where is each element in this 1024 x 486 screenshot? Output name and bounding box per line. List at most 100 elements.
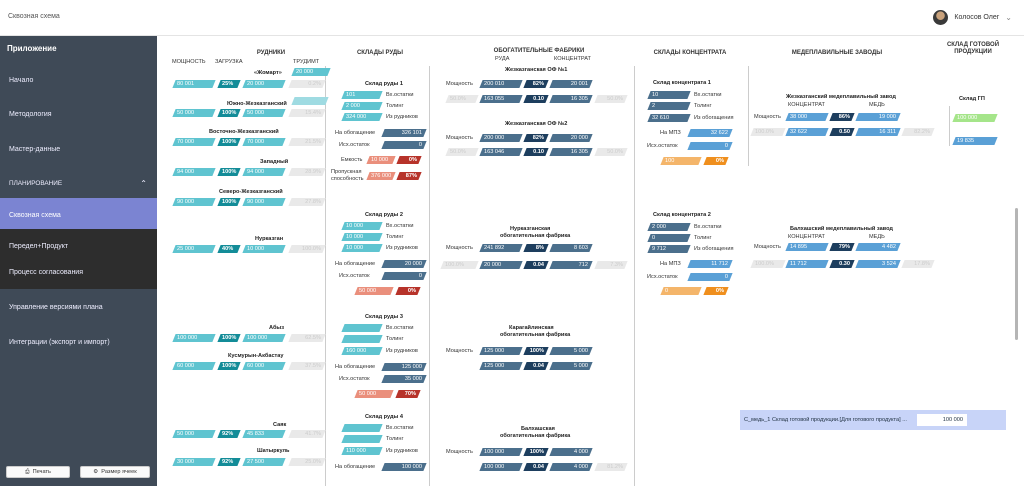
- mine-trudim[interactable]: 20 000: [291, 68, 331, 76]
- conc-capacity[interactable]: 0: [660, 287, 702, 295]
- smelter-conc-input[interactable]: 32 622: [785, 128, 829, 136]
- mine-capacity[interactable]: 50 000: [172, 109, 216, 117]
- plant-ore-input[interactable]: 100 000: [479, 463, 523, 471]
- smelter-cu-output[interactable]: 3 524: [855, 260, 901, 268]
- mine-load-value[interactable]: 45 833: [242, 430, 286, 438]
- smelter-load-pct[interactable]: 86%: [829, 113, 855, 121]
- ore-to-plant[interactable]: 20 000: [381, 260, 427, 268]
- mine-load-value[interactable]: 70 000: [242, 138, 286, 146]
- plant-capacity[interactable]: 100 000: [479, 448, 523, 456]
- mine-load-value[interactable]: 27 500: [242, 458, 286, 466]
- ore-to-plant[interactable]: 326 101: [381, 129, 427, 137]
- conc-tolling[interactable]: 0: [647, 234, 691, 242]
- plant-conc-output[interactable]: 16 305: [549, 95, 593, 103]
- conc-from-plants[interactable]: 32 610: [647, 114, 691, 122]
- ore-capacity[interactable]: 50 000: [354, 390, 394, 398]
- mine-load-pct[interactable]: 100%: [217, 109, 241, 117]
- ore-from-mines[interactable]: 160 000: [341, 347, 383, 355]
- mine-load-pct[interactable]: 100%: [217, 334, 241, 342]
- mine-capacity[interactable]: 94 000: [172, 168, 216, 176]
- conc-to-smelter[interactable]: 32 622: [687, 129, 733, 137]
- conc-from-plants[interactable]: 9 712: [647, 245, 691, 253]
- print-button[interactable]: ⎙ Печать: [6, 466, 70, 478]
- smelter-yield[interactable]: 0.50: [829, 128, 855, 136]
- plant-ore-input[interactable]: 163 055: [479, 95, 523, 103]
- plant-ore-input[interactable]: 163 046: [479, 148, 523, 156]
- plant-conc-capacity[interactable]: 4 000: [549, 448, 593, 456]
- ore-out[interactable]: 0: [381, 141, 427, 149]
- sidebar-item-methodology[interactable]: Методология: [0, 97, 157, 131]
- sidebar-item-plan-versions[interactable]: Управление версиями плана: [0, 290, 157, 324]
- smelter-conc-input[interactable]: 11 712: [785, 260, 829, 268]
- ore-capacity-pct[interactable]: 0%: [396, 156, 422, 164]
- plant-conc-capacity[interactable]: 20 000: [549, 134, 593, 142]
- plant-yield[interactable]: 0.04: [523, 261, 549, 269]
- smelter-capacity[interactable]: 38 000: [785, 113, 829, 121]
- conc-out[interactable]: 0: [687, 273, 733, 281]
- mine-load-value[interactable]: 94 000: [242, 168, 286, 176]
- gp-copper[interactable]: 19 835: [952, 137, 998, 145]
- plant-conc-output[interactable]: 16 305: [549, 148, 593, 156]
- sidebar-item-pipeline-scheme[interactable]: Сквозная схема: [0, 198, 157, 232]
- plant-capacity[interactable]: 200 010: [479, 80, 523, 88]
- plant-capacity[interactable]: 241 892: [479, 244, 523, 252]
- smelter-yield[interactable]: 0.30: [829, 260, 855, 268]
- mine-load-pct[interactable]: 100%: [217, 362, 241, 370]
- sidebar-item-master-data[interactable]: Мастер-данные: [0, 132, 157, 166]
- plant-yield[interactable]: 0.10: [523, 148, 549, 156]
- plant-load-pct[interactable]: 100%: [523, 448, 549, 456]
- user-menu[interactable]: Колосов Олег ⌄: [933, 10, 1012, 25]
- conc-in[interactable]: 2 000: [647, 223, 691, 231]
- ore-to-plant[interactable]: 125 000: [381, 363, 427, 371]
- mine-load-value[interactable]: 50 000: [242, 109, 286, 117]
- mine-load-pct[interactable]: 25%: [217, 80, 241, 88]
- plant-conc-output[interactable]: 712: [549, 261, 593, 269]
- sidebar-item-integrations[interactable]: Интеграции (экспорт и импорт): [0, 325, 157, 359]
- ore-throughput[interactable]: 376 000: [366, 172, 396, 180]
- ore-capacity-pct[interactable]: 0%: [395, 287, 421, 295]
- plant-capacity[interactable]: 200 000: [479, 134, 523, 142]
- smelter-capacity[interactable]: 14 895: [785, 243, 829, 251]
- gp-capacity[interactable]: 100 000: [952, 114, 998, 122]
- ore-tolling[interactable]: [341, 435, 383, 443]
- sidebar-section-planning[interactable]: ПЛАНИРОВАНИЕ ⌃: [0, 166, 157, 200]
- vertical-scrollbar[interactable]: [1015, 208, 1018, 340]
- mine-capacity[interactable]: 25 000: [172, 245, 216, 253]
- ore-throughput-pct[interactable]: 87%: [396, 172, 422, 180]
- plant-yield[interactable]: 0.04: [523, 362, 549, 370]
- sidebar-item-approval[interactable]: Процесс согласования: [0, 255, 157, 289]
- mine-load-value[interactable]: 60 000: [242, 362, 286, 370]
- ore-tolling[interactable]: 10 000: [341, 233, 383, 241]
- ore-in[interactable]: 101: [341, 91, 383, 99]
- conc-capacity-pct[interactable]: 0%: [703, 287, 729, 295]
- mine-capacity[interactable]: 30 000: [172, 458, 216, 466]
- conc-out[interactable]: 0: [687, 142, 733, 150]
- plant-load-pct[interactable]: 82%: [523, 80, 549, 88]
- ore-in[interactable]: 10 000: [341, 222, 383, 230]
- plant-ore-input[interactable]: 20 000: [479, 261, 523, 269]
- plant-capacity[interactable]: 125 000: [479, 347, 523, 355]
- plant-conc-capacity[interactable]: 5 000: [549, 347, 593, 355]
- mine-load-value[interactable]: 100 000: [242, 334, 286, 342]
- mine-load-value[interactable]: 90 000: [242, 198, 286, 206]
- conc-capacity-pct[interactable]: 0%: [703, 157, 729, 165]
- mine-capacity[interactable]: 90 000: [172, 198, 216, 206]
- ore-tolling[interactable]: 2 000: [341, 102, 383, 110]
- ore-from-mines[interactable]: 110 000: [341, 447, 383, 455]
- mine-trudim[interactable]: [291, 97, 329, 105]
- plant-ore-input[interactable]: 125 000: [479, 362, 523, 370]
- smelter-cu-output[interactable]: 16 311: [855, 128, 901, 136]
- plant-load-pct[interactable]: 8%: [523, 244, 549, 252]
- mine-load-value[interactable]: 20 000: [242, 80, 286, 88]
- product-info-input[interactable]: 100 000: [917, 414, 967, 426]
- conc-to-smelter[interactable]: 11 712: [687, 260, 733, 268]
- ore-in[interactable]: [341, 424, 383, 432]
- plant-load-pct[interactable]: 100%: [523, 347, 549, 355]
- ore-in[interactable]: [341, 324, 383, 332]
- mine-load-pct[interactable]: 92%: [217, 430, 241, 438]
- ore-capacity[interactable]: 10 000: [366, 156, 396, 164]
- ore-capacity-pct[interactable]: 70%: [395, 390, 421, 398]
- plant-conc-capacity[interactable]: 20 001: [549, 80, 593, 88]
- ore-out[interactable]: 0: [381, 272, 427, 280]
- plant-conc-capacity[interactable]: 8 603: [549, 244, 593, 252]
